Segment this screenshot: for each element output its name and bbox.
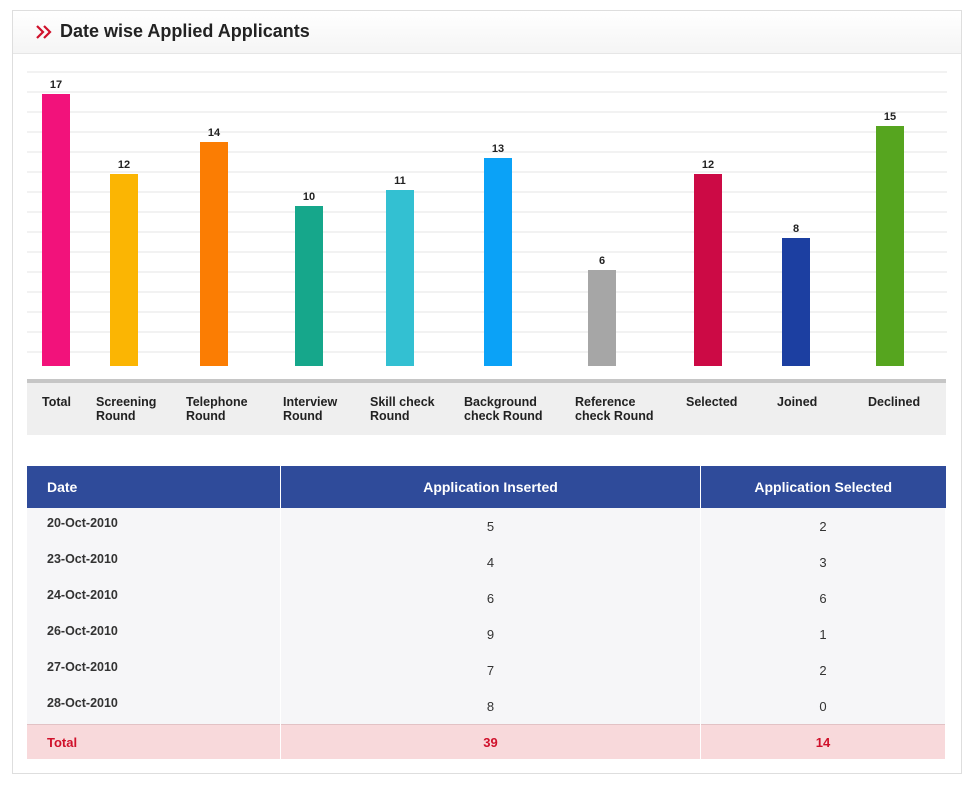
x-tick-label: Telephone Round [186,395,248,423]
selected-cell: 0 [700,688,946,725]
inserted-cell: 4 [280,544,701,580]
table-row: 28-Oct-2010 8 0 [27,688,946,725]
x-tick-label: Background check Round [464,395,543,423]
date-cell: 24-Oct-2010 [27,580,281,616]
bar-value-label: 10 [303,191,315,203]
table-row: 26-Oct-2010 9 1 [27,616,946,652]
table-row: 20-Oct-2010 5 2 [27,508,946,544]
inserted-cell: 6 [280,580,701,616]
bar-value-label: 13 [492,143,504,155]
bar-value-label: 6 [599,255,605,267]
bar-reference-check-round[interactable] [588,270,616,366]
table-row: 23-Oct-2010 4 3 [27,544,946,580]
bar-value-label: 11 [394,175,406,187]
date-cell: 28-Oct-2010 [27,688,281,725]
bar-value-label: 17 [50,79,62,91]
column-header-selected[interactable]: Application Selected [700,466,946,508]
bar-screening-round[interactable] [110,174,138,366]
selected-cell: 2 [700,652,946,688]
table-header-row: Date Application Inserted Application Se… [27,466,946,508]
inserted-cell: 8 [280,688,701,725]
bar-skill-check-round[interactable] [386,190,414,366]
bar-total[interactable] [42,94,70,366]
x-tick-label: Total [42,395,71,409]
x-tick-label: Screening Round [96,395,157,423]
total-inserted: 39 [280,724,701,759]
x-axis-labels: Total Screening Round Telephone Round Inter… [27,379,946,435]
bar-telephone-round[interactable] [200,142,228,366]
bar-background-check-round[interactable] [484,158,512,366]
total-selected: 14 [700,724,946,759]
selected-cell: 1 [700,616,946,652]
inserted-cell: 9 [280,616,701,652]
selected-cell: 2 [700,508,946,544]
x-tick-label: Reference check Round [575,395,654,423]
x-tick-label: Skill check Round [370,395,435,423]
table-total-row: Total 39 14 [27,724,946,759]
x-tick-label: Interview Round [283,395,338,423]
bar-value-label: 12 [702,159,714,171]
table-row: 27-Oct-2010 7 2 [27,652,946,688]
bar-joined[interactable] [782,238,810,366]
selected-cell: 3 [700,544,946,580]
panel-header: Date wise Applied Applicants [13,11,961,54]
inserted-cell: 7 [280,652,701,688]
date-cell: 23-Oct-2010 [27,544,281,580]
total-label: Total [27,724,281,759]
bar-value-label: 15 [884,111,896,123]
bar-chart: 17 12 14 10 11 13 6 12 8 15 [27,71,947,366]
bar-selected[interactable] [694,174,722,366]
bar-value-label: 12 [118,159,130,171]
bar-value-label: 8 [793,223,799,235]
date-cell: 26-Oct-2010 [27,616,281,652]
table-row: 24-Oct-2010 6 6 [27,580,946,616]
bar-value-label: 14 [208,127,221,139]
selected-cell: 6 [700,580,946,616]
double-chevron-right-icon [36,25,52,39]
x-tick-label: Selected [686,395,738,409]
date-wise-table: Date Application Inserted Application Se… [27,466,946,759]
column-header-inserted[interactable]: Application Inserted [280,466,701,508]
inserted-cell: 5 [280,508,701,544]
bar-declined[interactable] [876,126,904,366]
bar-interview-round[interactable] [295,206,323,366]
panel-title: Date wise Applied Applicants [60,21,310,41]
applicants-panel: Date wise Applied Applicants 17 12 14 10 11 1… [12,10,962,774]
date-cell: 27-Oct-2010 [27,652,281,688]
x-tick-label: Declined [868,395,921,409]
column-header-date[interactable]: Date [27,466,281,508]
x-tick-label: Joined [777,395,818,409]
date-cell: 20-Oct-2010 [27,508,281,544]
